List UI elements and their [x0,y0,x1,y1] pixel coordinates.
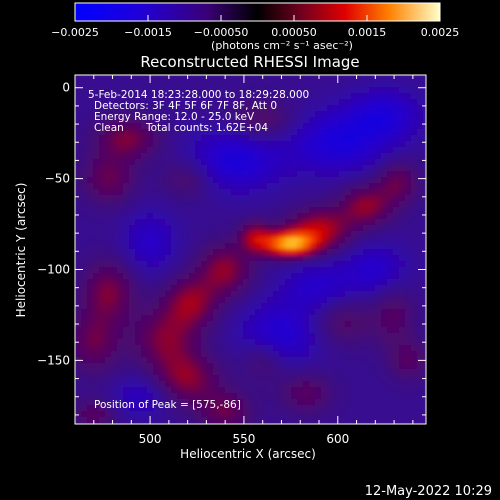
colorbar-tick-label: −0.0015 [124,26,172,39]
y-tick-label: −50 [45,172,70,186]
annotation-total-counts: Total counts: 1.62E+04 [145,122,268,134]
annotation-time-range: 5-Feb-2014 18:23:28.000 to 18:29:28.000 [88,89,309,101]
colorbar-tick-label: 0.00050 [271,26,317,39]
annotation-algorithm: Clean [94,122,124,134]
y-axis-ticks: 0 −50 −100 −150 [37,81,426,416]
x-axis-label: Heliocentric X (arcsec) [180,447,316,461]
colorbar-ticks: −0.0025 −0.0015 −0.00050 0.00050 0.0015 0.002… [51,15,459,39]
y-tick-label: −150 [37,353,70,367]
x-axis-ticks: 500 550 600 [93,75,414,446]
heatmap-image [75,75,426,424]
colorbar-gradient [74,2,441,22]
x-tick-label: 600 [326,432,349,446]
annotation-energy-range: Energy Range: 12.0 - 25.0 keV [94,111,255,123]
y-axis-label: Heliocentric Y (arcsec) [14,183,28,318]
x-tick-label: 550 [232,432,255,446]
colorbar-tick-label: 0.0025 [421,26,460,39]
annotations: 5-Feb-2014 18:23:28.000 to 18:29:28.000 … [88,89,309,411]
chart-title: Reconstructed RHESSI Image [140,53,359,71]
footer-date: 12-May-2022 10:29 [365,484,492,499]
colorbar-tick-label: −0.00050 [194,26,249,39]
colorbar-tick-label: 0.0015 [348,26,387,39]
plot-frame [74,74,427,425]
y-tick-label: 0 [62,81,70,95]
colorbar-tick-label: −0.0025 [51,26,99,39]
colorbar: −0.0025 −0.0015 −0.00050 0.00050 0.0015 0.002… [51,2,459,52]
colorbar-unit-label: (photons cm⁻² s⁻¹ asec⁻²) [211,39,353,52]
y-tick-label: −100 [37,262,70,276]
annotation-detectors: Detectors: 3F 4F 5F 6F 7F 8F, Att 0 [94,100,277,112]
annotation-peak-position: Position of Peak = [575,-86] [94,399,241,411]
x-tick-label: 500 [139,432,162,446]
